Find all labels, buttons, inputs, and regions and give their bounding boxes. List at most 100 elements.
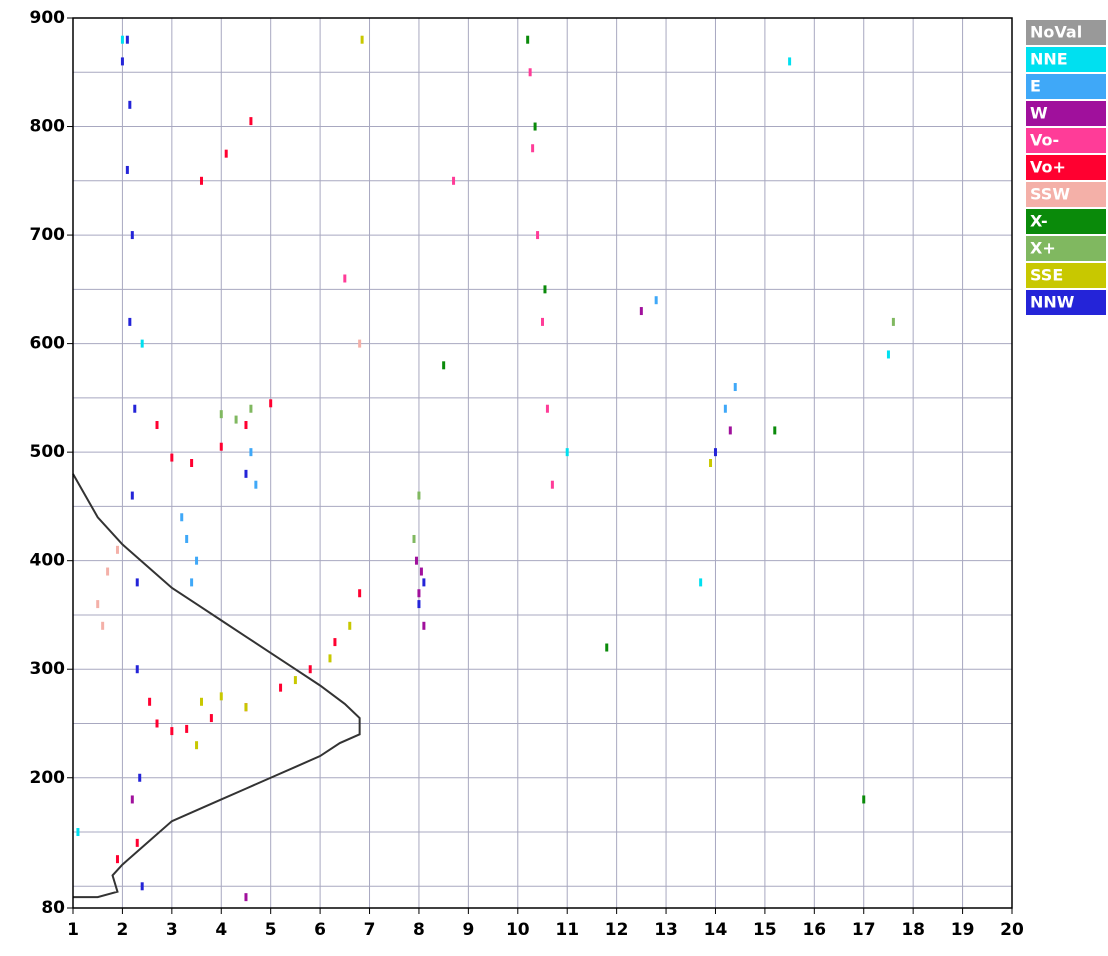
x-tick-label: 18 [901, 920, 925, 940]
echo-point [415, 557, 418, 565]
chart: 1234567891011121314151617181920802003004… [0, 0, 1108, 956]
x-tick-label: 9 [462, 920, 474, 940]
y-tick-label: 400 [30, 551, 66, 571]
echo-point [126, 36, 129, 44]
echo-point [126, 166, 129, 174]
echo-point [131, 795, 134, 803]
echo-point [420, 568, 423, 576]
echo-point [640, 307, 643, 315]
echo-point [442, 361, 445, 369]
echo-point [220, 692, 223, 700]
echo-point [279, 684, 282, 692]
echo-point [244, 470, 247, 478]
y-tick-label: 600 [30, 334, 66, 354]
x-tick-label: 20 [1000, 920, 1024, 940]
x-tick-label: 8 [413, 920, 425, 940]
x-tick-label: 5 [265, 920, 277, 940]
echo-point [141, 340, 144, 348]
echo-point [136, 839, 139, 847]
echo-point [536, 231, 539, 239]
legend-label: NNW [1030, 293, 1075, 312]
echo-point [249, 117, 252, 125]
x-tick-label: 14 [704, 920, 728, 940]
echo-point [96, 600, 99, 608]
echo-point [195, 741, 198, 749]
echo-point [195, 557, 198, 565]
echo-point [541, 318, 544, 326]
echo-point [862, 795, 865, 803]
echo-point [116, 546, 119, 554]
echo-point [422, 622, 425, 630]
echo-point [128, 101, 131, 109]
echo-point [180, 513, 183, 521]
echo-point [348, 622, 351, 630]
x-tick-label: 7 [364, 920, 376, 940]
echo-point [200, 698, 203, 706]
echo-point [328, 654, 331, 662]
echo-point [773, 426, 776, 434]
echo-point [534, 123, 537, 131]
echo-point [413, 535, 416, 543]
echo-point [333, 638, 336, 646]
y-tick-label: 300 [30, 659, 66, 679]
y-tick-label: 80 [41, 898, 65, 918]
echo-point [76, 828, 79, 836]
echo-point [543, 285, 546, 293]
legend-label: E [1030, 77, 1041, 96]
echo-point [452, 177, 455, 185]
echo-point [343, 274, 346, 282]
echo-point [225, 150, 228, 158]
echo-point [148, 698, 151, 706]
x-tick-label: 6 [314, 920, 326, 940]
echo-point [141, 882, 144, 890]
x-tick-label: 19 [951, 920, 975, 940]
legend-label: Vo- [1030, 131, 1059, 150]
echo-point [269, 399, 272, 407]
echo-point [133, 405, 136, 413]
y-tick-label: 200 [30, 768, 66, 788]
echo-point [210, 714, 213, 722]
echo-point [128, 318, 131, 326]
y-tick-label: 900 [30, 8, 66, 28]
x-tick-label: 17 [852, 920, 876, 940]
echo-point [136, 665, 139, 673]
echo-point [422, 578, 425, 586]
x-tick-label: 12 [605, 920, 629, 940]
echo-point [244, 703, 247, 711]
echo-point [566, 448, 569, 456]
x-tick-label: 10 [506, 920, 530, 940]
x-tick-label: 15 [753, 920, 777, 940]
echo-point [417, 492, 420, 500]
echo-point [170, 454, 173, 462]
echo-point [131, 492, 134, 500]
echo-point [185, 725, 188, 733]
echo-point [358, 340, 361, 348]
echo-point [220, 443, 223, 451]
echo-point [709, 459, 712, 467]
echo-point [892, 318, 895, 326]
echo-point [121, 36, 124, 44]
echo-point [605, 644, 608, 652]
echo-point [138, 774, 141, 782]
x-tick-label: 4 [215, 920, 227, 940]
legend-label: X- [1030, 212, 1048, 231]
echo-point [551, 481, 554, 489]
echo-point [358, 589, 361, 597]
echo-point [136, 578, 139, 586]
echo-point [156, 421, 159, 429]
echo-point [190, 459, 193, 467]
echo-point [529, 68, 532, 76]
echo-point [294, 676, 297, 684]
echo-point [254, 481, 257, 489]
echo-point [200, 177, 203, 185]
x-tick-label: 2 [116, 920, 128, 940]
legend-label: NNE [1030, 50, 1068, 69]
echo-point [131, 231, 134, 239]
echo-point [244, 893, 247, 901]
echo-point [121, 57, 124, 65]
echo-point [249, 405, 252, 413]
echo-point [185, 535, 188, 543]
legend-label: SSW [1030, 185, 1070, 204]
y-tick-label: 700 [30, 225, 66, 245]
legend-label: W [1030, 104, 1048, 123]
